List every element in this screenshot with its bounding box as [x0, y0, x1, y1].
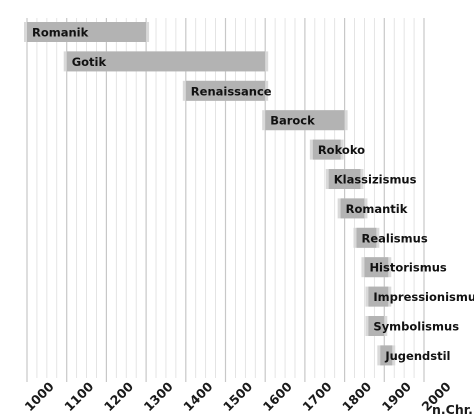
- x-tick-label: 1100: [61, 379, 96, 414]
- x-axis-tick-labels: 1000 1100 1200 1300 1400 1500 1600 1700 1800 1900…: [22, 379, 454, 414]
- period-bar: Gotik: [63, 51, 269, 72]
- bar-label: Barock: [270, 114, 315, 128]
- period-bars: Romanik Gotik Renaissance Barock Rokoko Klass…: [24, 22, 474, 366]
- bar-fill: [380, 345, 393, 366]
- bar-label: Rokoko: [318, 143, 365, 157]
- x-tick-label: 1000: [22, 379, 57, 414]
- x-tick-label: 1700: [299, 379, 334, 414]
- bar-fill: [328, 169, 361, 189]
- x-tick-label: 1900: [379, 379, 414, 414]
- minor-gridlines: [36, 18, 415, 378]
- bar-label: Realismus: [362, 231, 428, 245]
- period-bar: Romantik: [337, 198, 408, 219]
- period-bar: Barock: [262, 110, 348, 131]
- bar-label: Impressionismus: [373, 290, 474, 304]
- period-bar: Rokoko: [309, 139, 365, 160]
- bar-fill: [185, 80, 266, 101]
- x-tick-label: 1200: [101, 379, 136, 414]
- bar-fill: [368, 286, 389, 307]
- x-tick-label: 1600: [260, 379, 295, 414]
- bar-fill: [27, 22, 147, 42]
- x-tick-label: 1300: [141, 379, 176, 414]
- x-axis-unit-label: n.Chr.: [432, 402, 473, 417]
- bar-fill: [265, 110, 345, 131]
- x-tick-label: 1400: [180, 379, 215, 414]
- bar-label: Klassizismus: [334, 173, 417, 187]
- bar-label: Romanik: [32, 26, 89, 40]
- period-bar: Romanik: [24, 22, 150, 42]
- bar-label: Jugendstil: [384, 349, 450, 363]
- x-tick-label: 1500: [220, 379, 255, 414]
- bar-label: Symbolismus: [373, 320, 459, 334]
- bar-fill: [340, 198, 365, 219]
- period-bar: Renaissance: [182, 80, 272, 101]
- period-bar: Symbolismus: [365, 316, 459, 336]
- major-gridlines: [26, 18, 425, 382]
- bar-fill: [66, 51, 266, 72]
- period-bar: Impressionismus: [365, 286, 474, 307]
- bar-label: Renaissance: [191, 84, 272, 98]
- period-bar: Realismus: [353, 227, 428, 248]
- bar-fill: [356, 227, 377, 248]
- bar-label: Gotik: [72, 55, 107, 69]
- bar-fill: [364, 257, 389, 278]
- bar-label: Historismus: [369, 261, 446, 275]
- bar-fill: [312, 139, 341, 160]
- period-bar: Jugendstil: [377, 345, 450, 366]
- bar-fill: [368, 316, 385, 336]
- period-bar: Klassizismus: [325, 169, 417, 189]
- period-bar: Historismus: [361, 257, 447, 278]
- x-tick-label: 1800: [339, 379, 374, 414]
- bar-label: Romantik: [346, 202, 408, 216]
